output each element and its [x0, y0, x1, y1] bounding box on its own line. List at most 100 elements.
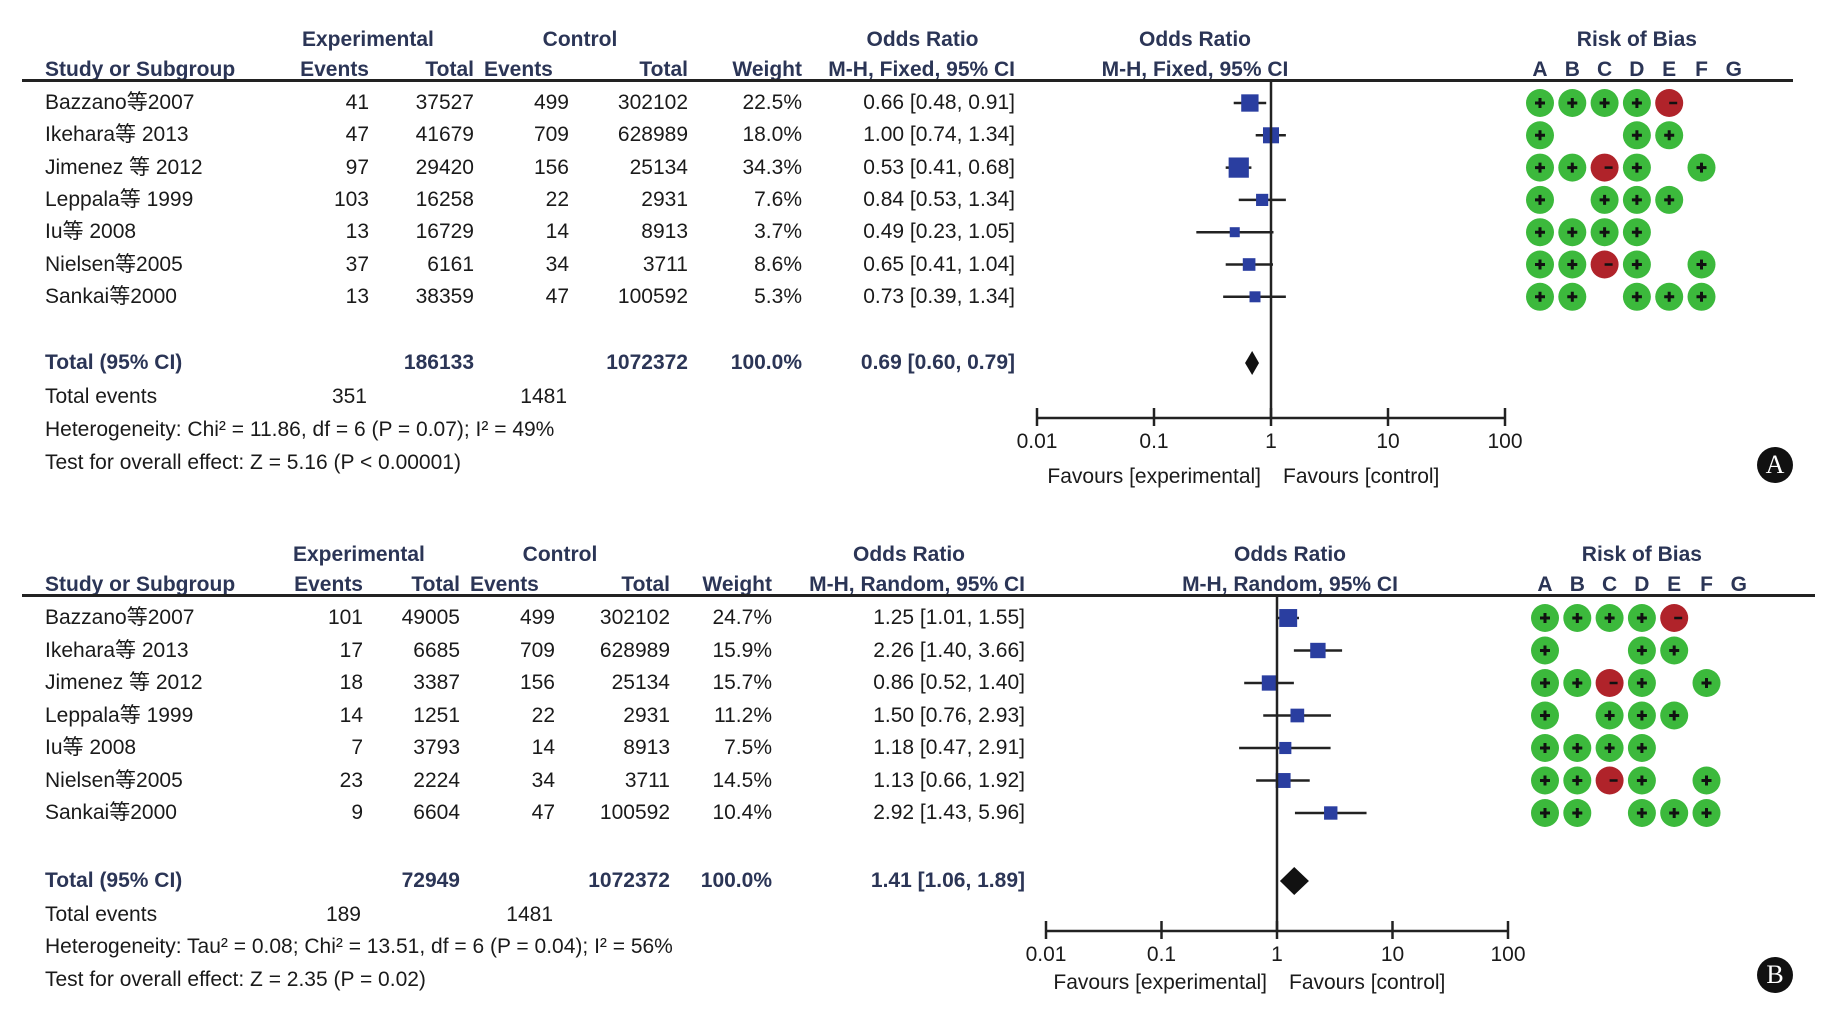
exp-events-value: 7: [351, 736, 363, 759]
x-axis-tick-label: 0.1: [1139, 430, 1169, 453]
study-marker-0: [1277, 609, 1299, 627]
ctrl-events-value: 14: [531, 736, 555, 759]
risk-of-bias-low-icon: [1590, 185, 1619, 214]
exp-total-value: 49005: [401, 606, 460, 629]
odds-ratio-value: 0.73 [0.39, 1.34]: [863, 284, 1015, 308]
x-axis-tick-label: 0.01: [1025, 943, 1067, 966]
risk-of-bias-low-icon: [1563, 669, 1592, 697]
plus-icon: [1535, 98, 1545, 108]
risk-of-bias-low-icon: [1622, 250, 1651, 279]
plus-icon: [1604, 743, 1615, 753]
header-divider: [22, 79, 1793, 82]
ctrl-events-value: 47: [531, 801, 555, 824]
method-plot-header: M-H, Fixed, 95% CI: [1101, 58, 1289, 81]
risk-of-bias-low-icon: [1563, 734, 1592, 762]
ctrl-events-value: 499: [519, 606, 555, 629]
study-marker-4: [1239, 741, 1331, 755]
plus-icon: [1631, 98, 1642, 108]
odds-ratio-plot-header: Odds Ratio: [1233, 543, 1346, 566]
plus-icon: [1599, 194, 1610, 205]
plus-icon: [1599, 227, 1610, 238]
heterogeneity-text: Heterogeneity: Tau² = 0.08; Chi² = 13.51…: [45, 935, 673, 958]
ctrl-events-value: 34: [531, 768, 555, 792]
odds-ratio-value: 0.66 [0.48, 0.91]: [863, 91, 1015, 114]
ctrl-events-value: 14: [545, 220, 569, 244]
odds-ratio-value: 1.13 [0.66, 1.92]: [873, 768, 1025, 792]
exp-total-column-header: Total: [411, 573, 460, 596]
x-axis-tick-label: 1: [1271, 943, 1283, 966]
bias-domain-a: A: [1537, 573, 1553, 596]
weight-value: 15.7%: [712, 671, 772, 694]
total-events-exp: 351: [331, 385, 367, 408]
bias-domain-e: E: [1667, 573, 1682, 596]
plus-icon: [1540, 808, 1550, 818]
ctrl-events-value: 22: [531, 703, 555, 727]
plus-icon: [1696, 259, 1707, 270]
plus-icon: [1664, 291, 1675, 302]
plus-icon: [1567, 291, 1578, 302]
ctrl-total-value: 2931: [623, 703, 670, 727]
plus-icon: [1636, 710, 1647, 721]
ctrl-total-value: 25134: [629, 155, 688, 179]
control-header: Control: [522, 543, 598, 566]
study-marker-2: [1225, 157, 1252, 178]
point-estimate-square: [1229, 227, 1240, 238]
exp-total-value: 6604: [413, 801, 460, 824]
ctrl-total-value: 25134: [611, 671, 670, 694]
risk-of-bias-low-icon: [1526, 89, 1554, 117]
overall-effect-text: Test for overall effect: Z = 5.16 (P < 0…: [45, 451, 461, 474]
plus-icon: [1572, 613, 1583, 623]
plus-icon: [1535, 162, 1545, 173]
total-exp-value: 186133: [403, 351, 474, 374]
odds-ratio-value: 2.92 [1.43, 5.96]: [873, 801, 1025, 824]
exp-total-value: 6161: [427, 252, 474, 276]
x-axis-tick-label: 10: [1380, 943, 1405, 966]
risk-of-bias-low-icon: [1655, 282, 1684, 311]
panel-badge-a: A: [1757, 447, 1793, 483]
ctrl-total-column-header: Total: [639, 58, 688, 81]
bias-domain-c: C: [1602, 573, 1618, 596]
point-estimate-square: [1256, 193, 1269, 206]
study-name: Ikehara等 2013: [45, 123, 189, 147]
heterogeneity-text: Heterogeneity: Chi² = 11.86, df = 6 (P =…: [45, 418, 555, 441]
plus-icon: [1572, 808, 1583, 818]
weight-value: 11.2%: [714, 703, 772, 727]
study-marker-1: [1293, 642, 1343, 659]
study-name: Sankai等2000: [45, 284, 177, 308]
bias-domain-c: C: [1597, 58, 1613, 81]
bias-domain-d: D: [1629, 58, 1645, 81]
exp-events-column-header: Events: [300, 58, 369, 81]
study-marker-2: [1244, 675, 1294, 691]
weight-column-header: Weight: [732, 58, 802, 81]
risk-of-bias-low-icon: [1558, 153, 1587, 182]
total-odds-ratio-value: 1.41 [1.06, 1.89]: [870, 869, 1025, 892]
x-axis-tick-label: 10: [1376, 430, 1400, 453]
point-estimate-square: [1261, 675, 1278, 691]
study-name: Leppala等 1999: [45, 187, 194, 211]
plus-icon: [1636, 645, 1647, 656]
exp-total-value: 16729: [415, 220, 474, 244]
total-ctrl-value: 1072372: [588, 869, 670, 892]
odds-ratio-header: Odds Ratio: [866, 28, 979, 51]
study-marker-0: [1233, 94, 1267, 112]
plus-icon: [1540, 775, 1550, 786]
total-weight-value: 100.0%: [730, 351, 802, 374]
total-events-ctrl: 1481: [520, 385, 567, 408]
ctrl-events-value: 156: [533, 155, 569, 179]
risk-of-bias-low-icon: [1590, 218, 1619, 247]
risk-of-bias-low-icon: [1526, 153, 1554, 182]
plus-icon: [1535, 194, 1545, 205]
risk-of-bias-low-icon: [1687, 153, 1716, 182]
plus-icon: [1631, 227, 1642, 238]
risk-of-bias-low-icon: [1627, 734, 1656, 762]
risk-of-bias-low-icon: [1595, 701, 1624, 730]
bias-domain-b: B: [1569, 573, 1585, 596]
plus-icon: [1535, 259, 1545, 270]
favours-control-label: Favours [control]: [1289, 971, 1446, 994]
odds-ratio-value: 1.18 [0.47, 2.91]: [873, 736, 1025, 759]
weight-column-header: Weight: [702, 573, 772, 596]
risk-of-bias-low-icon: [1622, 282, 1651, 311]
point-estimate-square: [1249, 291, 1261, 303]
risk-of-bias-low-icon: [1526, 218, 1554, 247]
control-header: Control: [542, 28, 618, 51]
